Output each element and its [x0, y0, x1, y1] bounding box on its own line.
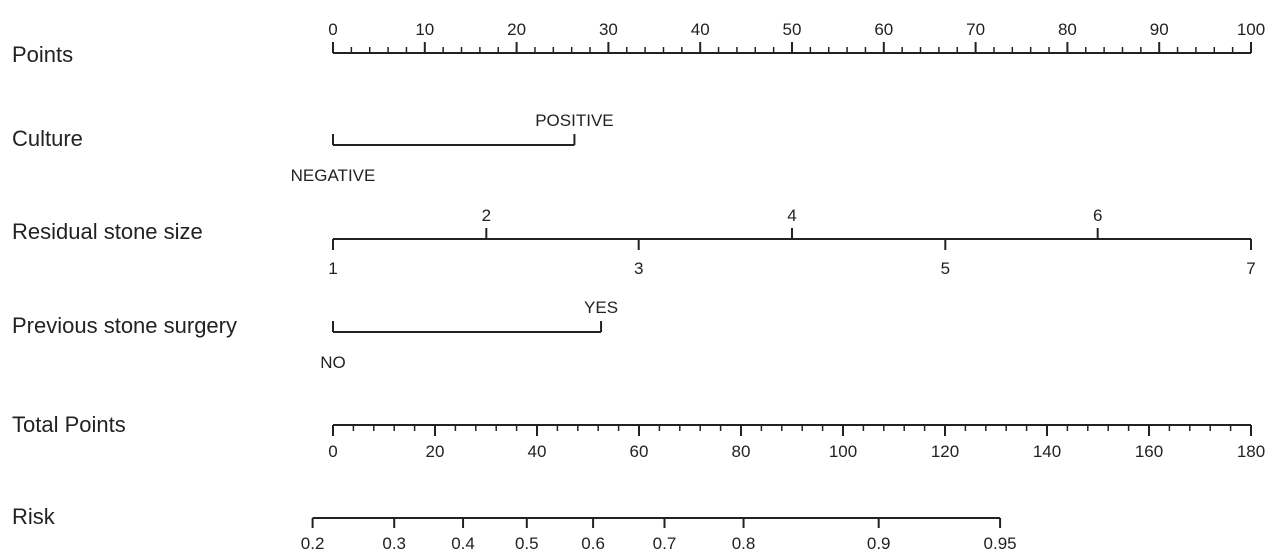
culture-level-negative: NEGATIVE [291, 166, 376, 185]
risk-tick-label: 0.5 [515, 534, 539, 553]
residual-stone-size-tick-label: 7 [1246, 259, 1255, 278]
residual-stone-size-tick-label: 4 [787, 206, 796, 225]
risk-tick-label: 0.3 [382, 534, 406, 553]
culture-level-positive: POSITIVE [535, 111, 613, 130]
residual-stone-size-row-label: Residual stone size [12, 219, 203, 244]
points-tick-label: 40 [691, 20, 710, 39]
residual-stone-size-tick-label: 5 [941, 259, 950, 278]
total-points-tick-label: 0 [328, 442, 337, 461]
previous-stone-surgery-row-label: Previous stone surgery [12, 313, 237, 338]
points-tick-label: 100 [1237, 20, 1265, 39]
total-points-tick-label: 120 [931, 442, 959, 461]
total-points-tick-label: 60 [630, 442, 649, 461]
risk-row-label: Risk [12, 504, 56, 529]
risk-tick-label: 0.95 [984, 534, 1017, 553]
culture-row-label: Culture [12, 126, 83, 151]
points-tick-label: 60 [874, 20, 893, 39]
residual-stone-size-tick-label: 6 [1093, 206, 1102, 225]
total-points-tick-label: 20 [426, 442, 445, 461]
points-tick-label: 50 [783, 20, 802, 39]
points-tick-label: 0 [328, 20, 337, 39]
previous-stone-surgery-level-no: NO [320, 353, 346, 372]
total-points-tick-label: 140 [1033, 442, 1061, 461]
risk-tick-label: 0.4 [451, 534, 475, 553]
points-tick-label: 10 [415, 20, 434, 39]
total-points-tick-label: 40 [528, 442, 547, 461]
points-row-label: Points [12, 42, 73, 67]
previous-stone-surgery-level-yes: YES [584, 298, 618, 317]
total-points-tick-label: 160 [1135, 442, 1163, 461]
total-points-tick-label: 80 [732, 442, 751, 461]
points-tick-label: 20 [507, 20, 526, 39]
points-tick-label: 70 [966, 20, 985, 39]
risk-tick-label: 0.7 [653, 534, 677, 553]
points-tick-label: 80 [1058, 20, 1077, 39]
risk-tick-label: 0.6 [581, 534, 605, 553]
risk-tick-label: 0.8 [732, 534, 756, 553]
total-points-tick-label: 100 [829, 442, 857, 461]
risk-tick-label: 0.2 [301, 534, 325, 553]
points-tick-label: 30 [599, 20, 618, 39]
total-points-tick-label: 180 [1237, 442, 1265, 461]
risk-tick-label: 0.9 [867, 534, 891, 553]
points-tick-label: 90 [1150, 20, 1169, 39]
total-points-row-label: Total Points [12, 412, 126, 437]
residual-stone-size-tick-label: 3 [634, 259, 643, 278]
residual-stone-size-tick-label: 2 [482, 206, 491, 225]
residual-stone-size-tick-label: 1 [328, 259, 337, 278]
